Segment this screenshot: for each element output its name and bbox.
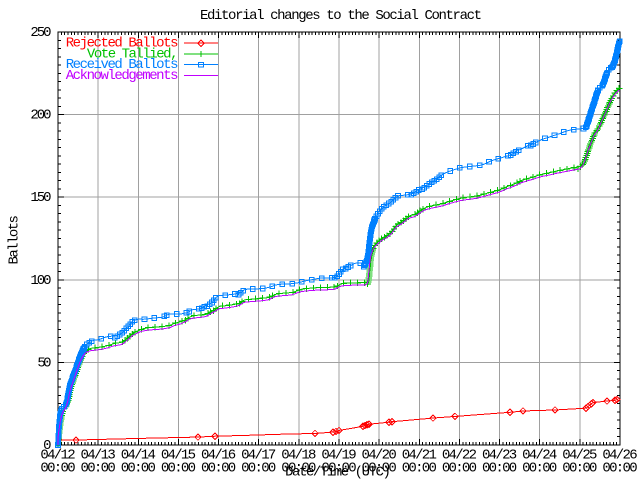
svg-text:Editorial changes to the Socia: Editorial changes to the Social Contract — [200, 8, 482, 24]
svg-text:00:00: 00:00 — [241, 461, 276, 477]
svg-text:04/25: 04/25 — [562, 448, 597, 464]
svg-text:250: 250 — [30, 25, 51, 41]
svg-text:00:00: 00:00 — [201, 461, 236, 477]
svg-text:04/14: 04/14 — [121, 448, 156, 464]
svg-text:04/16: 04/16 — [201, 448, 236, 464]
svg-text:00:00: 00:00 — [402, 461, 437, 477]
svg-text:00:00: 00:00 — [161, 461, 196, 477]
svg-text:00:00: 00:00 — [81, 461, 116, 477]
svg-text:04/20: 04/20 — [362, 448, 397, 464]
svg-text:00:00: 00:00 — [362, 461, 397, 477]
svg-text:04/26: 04/26 — [602, 448, 637, 464]
svg-text:00:00: 00:00 — [40, 461, 75, 477]
svg-text:00:00: 00:00 — [522, 461, 557, 477]
svg-text:04/23: 04/23 — [482, 448, 517, 464]
svg-text:50: 50 — [37, 355, 51, 371]
svg-text:00:00: 00:00 — [321, 461, 356, 477]
svg-text:100: 100 — [30, 273, 51, 289]
svg-text:Ballots: Ballots — [7, 215, 23, 264]
svg-text:00:00: 00:00 — [121, 461, 156, 477]
svg-text:200: 200 — [30, 108, 51, 124]
svg-text:0: 0 — [43, 438, 51, 454]
svg-text:00:00: 00:00 — [281, 461, 316, 477]
svg-text:04/15: 04/15 — [161, 448, 196, 464]
svg-text:04/17: 04/17 — [241, 448, 276, 464]
svg-text:04/18: 04/18 — [281, 448, 316, 464]
svg-text:04/19: 04/19 — [321, 448, 356, 464]
svg-text:Vote Tallied,: Vote Tallied, — [87, 46, 179, 62]
svg-text:04/21: 04/21 — [402, 448, 437, 464]
svg-text:150: 150 — [30, 190, 51, 206]
svg-text:Rejected Ballots: Rejected Ballots — [66, 36, 179, 52]
svg-text:04/13: 04/13 — [81, 448, 116, 464]
svg-text:Date/Time (UTC): Date/Time (UTC) — [285, 465, 391, 480]
svg-text:04/12: 04/12 — [40, 448, 75, 464]
svg-text:00:00: 00:00 — [562, 461, 597, 477]
svg-text:Received Ballots: Received Ballots — [66, 57, 179, 73]
svg-text:00:00: 00:00 — [602, 461, 637, 477]
svg-text:00:00: 00:00 — [442, 461, 477, 477]
svg-text:04/24: 04/24 — [522, 448, 557, 464]
svg-text:Acknowledgements: Acknowledgements — [66, 68, 179, 84]
svg-text:04/22: 04/22 — [442, 448, 477, 464]
svg-text:00:00: 00:00 — [482, 461, 517, 477]
